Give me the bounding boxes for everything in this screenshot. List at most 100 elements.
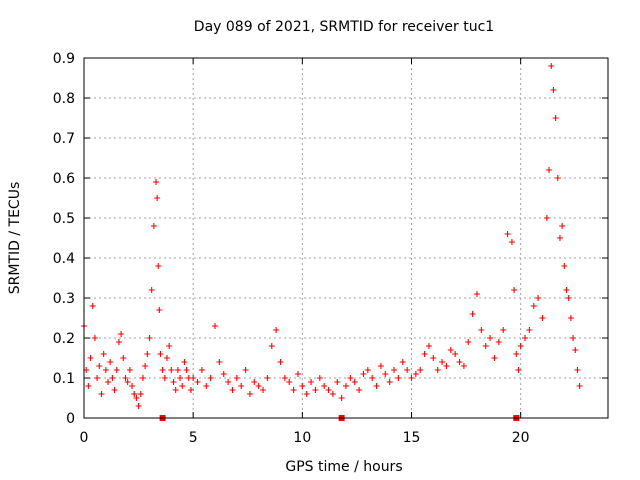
data-point bbox=[325, 387, 332, 393]
data-point bbox=[177, 375, 184, 381]
data-point bbox=[452, 351, 459, 357]
plot-frame bbox=[83, 57, 609, 419]
data-point bbox=[576, 383, 583, 389]
data-point bbox=[552, 115, 559, 121]
data-point bbox=[118, 331, 125, 337]
data-point bbox=[166, 343, 173, 349]
y-tick-label: 0.2 bbox=[53, 331, 75, 347]
data-point bbox=[469, 311, 476, 317]
data-point bbox=[517, 343, 524, 349]
data-point bbox=[495, 339, 502, 345]
data-point bbox=[360, 371, 367, 377]
y-tick-label: 0.3 bbox=[53, 291, 75, 307]
data-point bbox=[105, 379, 112, 385]
data-point bbox=[161, 375, 168, 381]
data-point bbox=[430, 355, 437, 361]
data-point bbox=[194, 379, 201, 385]
data-point bbox=[474, 291, 480, 297]
data-point bbox=[198, 367, 205, 373]
data-point bbox=[91, 335, 98, 341]
data-point bbox=[181, 359, 188, 365]
x-axis-ticks: 0 5 10 15 20 bbox=[80, 58, 530, 446]
data-point bbox=[233, 375, 240, 381]
data-point bbox=[412, 371, 419, 377]
data-point bbox=[115, 339, 122, 345]
data-point bbox=[159, 367, 166, 373]
x-axis-label: GPS time / hours bbox=[285, 459, 402, 475]
data-point bbox=[113, 367, 120, 373]
data-point bbox=[487, 335, 494, 341]
data-point bbox=[286, 379, 293, 385]
data-point bbox=[179, 383, 186, 389]
data-point bbox=[504, 231, 511, 237]
data-point bbox=[109, 375, 116, 381]
data-point bbox=[460, 363, 467, 369]
x-tick-label: 5 bbox=[189, 430, 198, 446]
grid-lines bbox=[84, 58, 608, 418]
data-point bbox=[559, 223, 566, 229]
data-point bbox=[168, 367, 175, 373]
data-point bbox=[548, 63, 555, 69]
data-point bbox=[572, 347, 579, 353]
data-point bbox=[251, 379, 258, 385]
x-tick-label: 0 bbox=[80, 430, 89, 446]
data-point bbox=[131, 391, 138, 397]
data-point bbox=[268, 343, 275, 349]
data-point bbox=[242, 367, 249, 373]
y-axis-label: SRMTID / TECUs bbox=[7, 182, 23, 295]
data-point bbox=[554, 175, 561, 181]
data-point bbox=[522, 335, 529, 341]
data-point bbox=[155, 263, 162, 269]
data-point bbox=[100, 351, 107, 357]
data-point bbox=[220, 371, 227, 377]
data-point bbox=[561, 263, 568, 269]
data-point bbox=[530, 303, 537, 309]
x-tick-label: 10 bbox=[293, 430, 311, 446]
data-point bbox=[563, 287, 570, 293]
data-point bbox=[126, 367, 133, 373]
data-point bbox=[478, 327, 485, 333]
y-tick-label: 0.1 bbox=[53, 371, 75, 387]
data-point bbox=[133, 395, 140, 401]
y-tick-label: 0.7 bbox=[53, 131, 75, 147]
data-point bbox=[511, 287, 518, 293]
data-point bbox=[294, 371, 301, 377]
data-point bbox=[500, 327, 507, 333]
data-point bbox=[153, 179, 160, 185]
data-point bbox=[567, 315, 574, 321]
data-point bbox=[382, 371, 389, 377]
data-point bbox=[404, 367, 411, 373]
data-point bbox=[543, 215, 550, 221]
data-point bbox=[260, 387, 267, 393]
data-point bbox=[142, 363, 149, 369]
data-point bbox=[417, 367, 424, 373]
data-point bbox=[154, 195, 161, 201]
data-point bbox=[183, 367, 190, 373]
data-point bbox=[264, 375, 271, 381]
data-point bbox=[137, 391, 144, 397]
data-point bbox=[347, 375, 354, 381]
data-point bbox=[316, 375, 323, 381]
y-axis-ticks: 0 0.1 0.2 0.3 0.4 0.5 0.6 0.7 0.8 0.9 bbox=[53, 51, 608, 427]
y-tick-label: 0.4 bbox=[53, 251, 75, 267]
y-tick-label: 0.8 bbox=[53, 91, 75, 107]
data-point bbox=[172, 387, 179, 393]
y-tick-label: 0 bbox=[66, 411, 75, 427]
data-point bbox=[535, 295, 542, 301]
data-point bbox=[565, 295, 572, 301]
data-point bbox=[207, 375, 214, 381]
chart-title: Day 089 of 2021, SRMTID for receiver tuc… bbox=[194, 19, 494, 35]
data-point bbox=[146, 335, 153, 341]
data-point bbox=[570, 335, 577, 341]
data-point bbox=[377, 363, 384, 369]
data-point bbox=[85, 383, 92, 389]
data-point bbox=[157, 351, 164, 357]
x-tick-label: 15 bbox=[403, 430, 421, 446]
data-point bbox=[526, 327, 533, 333]
data-point bbox=[391, 367, 398, 373]
data-point bbox=[408, 375, 415, 381]
data-point bbox=[356, 387, 363, 393]
y-tick-label: 0.5 bbox=[53, 211, 75, 227]
data-point bbox=[89, 303, 96, 309]
data-point bbox=[395, 375, 402, 381]
